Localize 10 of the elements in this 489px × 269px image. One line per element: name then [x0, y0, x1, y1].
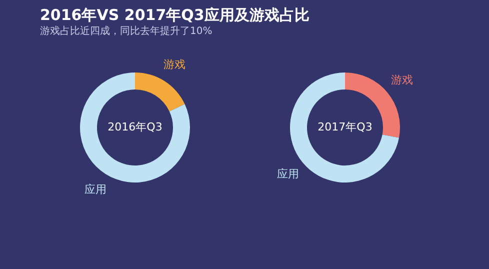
text: 2017年Q3: [318, 120, 372, 134]
chart-title: 2016年VS 2017年Q3应用及游戏占比: [40, 6, 310, 24]
donut-slice: [80, 72, 190, 182]
slice-label: 游戏: [391, 73, 414, 86]
donut-slice: [135, 72, 185, 112]
chart-subtitle: 游戏占比近四成，同比去年提升了10%: [40, 25, 212, 37]
slice-label: 应用: [84, 182, 106, 196]
text: 2016年Q3: [108, 120, 162, 134]
slice-label: 游戏: [164, 58, 186, 72]
slice-label: 应用: [276, 168, 299, 181]
